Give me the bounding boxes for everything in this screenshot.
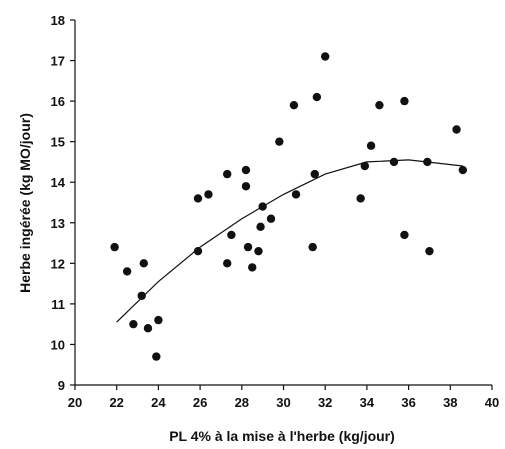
data-point (241, 165, 251, 175)
data-point (275, 137, 284, 146)
data-point (389, 157, 399, 167)
data-point (366, 141, 376, 150)
data-point (122, 267, 132, 276)
data-point (321, 52, 330, 61)
x-tick-label: 36 (401, 395, 415, 410)
data-point (254, 246, 263, 256)
axis-ticks (70, 19, 493, 390)
data-point (204, 190, 213, 199)
data-point (129, 319, 138, 329)
data-point (291, 190, 301, 199)
y-tick-label: 18 (51, 13, 65, 28)
y-tick-label: 10 (51, 337, 65, 352)
x-tick-label: 22 (109, 395, 123, 410)
y-tick-label: 13 (51, 216, 65, 231)
data-point (227, 230, 236, 240)
x-tick-label: 24 (151, 395, 166, 410)
data-point (400, 230, 409, 240)
x-tick-label: 26 (193, 395, 207, 410)
data-point (154, 315, 163, 325)
data-point (375, 100, 384, 110)
x-tick-label: 32 (318, 395, 332, 410)
data-point (423, 157, 432, 167)
x-tick-label: 34 (360, 395, 375, 410)
fit-curve (116, 159, 463, 323)
x-tick-label: 28 (235, 395, 249, 410)
y-tick-label: 17 (51, 54, 65, 69)
data-point (243, 242, 253, 252)
data-point (266, 214, 276, 223)
data-point (193, 194, 203, 203)
data-point (193, 246, 203, 256)
y-tick-label: 16 (51, 94, 65, 109)
data-point (452, 125, 461, 134)
data-point (110, 242, 119, 252)
data-point (360, 161, 370, 171)
x-tick-label: 38 (443, 395, 457, 410)
x-tick-label: 20 (68, 395, 82, 410)
data-point (356, 194, 365, 203)
y-tick-label: 9 (58, 378, 65, 393)
data-point (248, 263, 257, 272)
data-point (139, 259, 149, 268)
data-point (258, 202, 267, 211)
data-point (152, 352, 161, 361)
data-point (400, 96, 409, 106)
data-point (310, 169, 319, 179)
data-point (289, 100, 299, 110)
y-tick-label: 15 (51, 135, 65, 150)
y-tick-label: 11 (51, 297, 65, 312)
data-point (137, 291, 146, 300)
data-point (241, 182, 251, 191)
data-point (312, 92, 322, 102)
data-point (425, 246, 434, 256)
data-point (256, 222, 265, 232)
x-tick-label: 40 (485, 395, 499, 410)
y-axis-title: Herbe ingérée (kg MO/jour) (17, 113, 33, 293)
data-point (458, 165, 468, 175)
data-point (223, 259, 232, 268)
data-point (223, 169, 232, 179)
data-point (308, 242, 317, 252)
x-axis-title: PL 4% à la mise à l'herbe (kg/jour) (169, 428, 395, 444)
y-tick-label: 14 (51, 175, 66, 190)
tick-labels: 20 22 24 26 28 30 32 34 36 38 40 9 10 11 12 13 14 15 16 17 1… (51, 13, 500, 410)
data-point (143, 324, 153, 333)
x-tick-label: 30 (276, 395, 290, 410)
data-points (110, 52, 468, 361)
y-tick-label: 12 (51, 256, 65, 271)
